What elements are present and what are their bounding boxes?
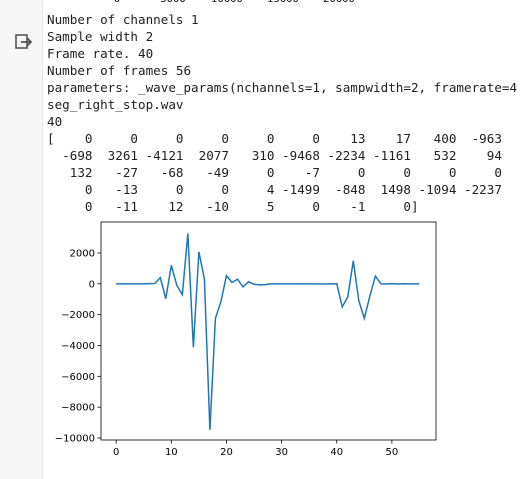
output-line: 0 -13 0 0 4 -1499 -848 1498 -1094 -2237	[47, 182, 502, 197]
y-tick-label: −8000	[61, 403, 95, 414]
output-line: Number of channels 1	[47, 12, 199, 27]
cell-output: Number of channels 1 Sample width 2 Frame …	[47, 11, 523, 215]
previous-tick-label: 10000	[211, 0, 243, 4]
output-line: Sample width 2	[47, 29, 154, 44]
chart: 2000 0 −2000 −4000 −6000 −8000 −10000 0 10 20 30 40…	[55, 221, 437, 458]
output-line: parameters: _wave_params(nchannels=1, sa…	[47, 80, 518, 95]
output-line: 132 -27 -68 -49 0 -7 0 0 0 0	[47, 165, 502, 180]
y-tick-label: −4000	[61, 341, 95, 352]
x-tick-label: 20	[220, 447, 233, 458]
output-line: -698 3261 -4121 2077 310 -9468 -2234 -11…	[47, 148, 502, 163]
output-line: [ 0 0 0 0 0 0 13 17 400 -963	[47, 131, 502, 146]
y-tick-label: 2000	[70, 248, 95, 259]
x-tick-label: 0	[113, 447, 119, 458]
output-line: 40	[47, 114, 63, 129]
previous-tick-label: 15000	[267, 0, 299, 4]
output-line: Frame rate. 40	[47, 46, 154, 61]
y-tick-label: −2000	[61, 310, 95, 321]
y-tick-label: −10000	[55, 433, 95, 444]
previous-tick-label: 5000	[160, 0, 185, 4]
output-line: Number of frames 56	[47, 63, 192, 78]
output-gutter	[0, 0, 43, 479]
x-tick-label: 40	[330, 447, 343, 458]
y-tick-label: −6000	[61, 372, 95, 383]
data-line	[116, 233, 420, 430]
x-tick-label: 10	[165, 447, 178, 458]
x-tick-label: 30	[275, 447, 288, 458]
previous-tick-label: 0	[114, 0, 120, 4]
output-line: seg_right_stop.wav	[47, 97, 184, 112]
y-tick-label: 0	[89, 279, 95, 290]
x-tick-label: 50	[386, 447, 399, 458]
plot-frame	[100, 221, 437, 441]
output-line: 0 -11 12 -10 5 0 -1 0]	[47, 199, 419, 214]
output-icon[interactable]	[14, 32, 34, 52]
